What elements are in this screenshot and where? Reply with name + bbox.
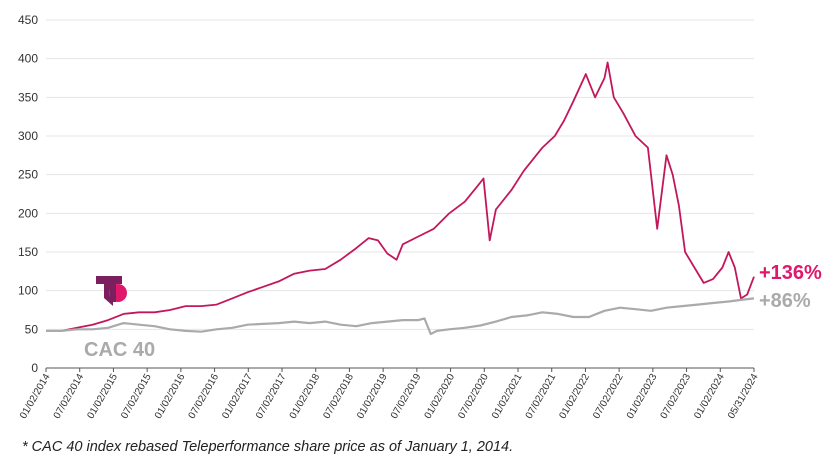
x-tick-label: 01/02/2016 [153, 372, 188, 421]
x-tick-label: 01/02/2019 [355, 372, 390, 421]
x-tick-label: 01/02/2014 [18, 372, 53, 421]
x-tick-label: 01/02/2021 [490, 372, 525, 421]
cac40-end-label: +86% [759, 290, 811, 312]
x-tick-label: 01/02/2015 [85, 372, 120, 421]
cac40-series-line [46, 297, 755, 336]
x-tick-label: 07/02/2014 [52, 372, 87, 421]
grid [46, 19, 754, 369]
x-tick-label: 07/02/2021 [524, 372, 559, 421]
cac40-series-label: CAC 40 [84, 339, 155, 361]
teleperformance-logo-icon [96, 276, 127, 306]
y-tick-label: 300 [18, 129, 38, 143]
y-tick-label: 100 [18, 284, 38, 298]
y-tick-label: 0 [31, 361, 38, 375]
x-tick-label: 01/02/2018 [288, 372, 323, 421]
y-tick-label: 350 [18, 90, 38, 104]
x-tick-label: 07/02/2023 [659, 372, 694, 421]
y-tick-label: 150 [18, 245, 38, 259]
x-tick-label: 07/02/2020 [456, 372, 491, 421]
y-tick-label: 50 [25, 322, 39, 336]
x-tick-label: 07/02/2015 [119, 372, 154, 421]
x-tick-label: 07/02/2022 [591, 372, 626, 421]
x-tick-label: 07/02/2017 [254, 372, 289, 421]
series-lines [46, 61, 755, 336]
footnote: * CAC 40 index rebased Teleperformance s… [22, 439, 514, 455]
x-tick-label: 07/02/2018 [321, 372, 356, 421]
x-tick-label: 01/02/2017 [220, 372, 255, 421]
y-tick-label: 450 [18, 13, 38, 27]
y-tick-label: 200 [18, 206, 38, 220]
x-tick-label: 01/02/2024 [692, 372, 727, 421]
x-axis-ticks: 01/02/2014 07/02/2014 01/02/2015 07/02/2015… [18, 368, 761, 421]
x-tick-label: 07/02/2016 [187, 372, 222, 421]
x-tick-label: 01/02/2023 [625, 372, 660, 421]
x-tick-label: 01/02/2020 [423, 372, 458, 421]
y-tick-label: 250 [18, 168, 38, 182]
y-tick-label: 400 [18, 52, 38, 66]
x-tick-label: 05/31/2024 [726, 372, 761, 421]
y-axis-ticks: 0 50 100 150 200 250 300 350 400 450 [18, 13, 38, 375]
teleperformance-end-label: +136% [759, 262, 822, 284]
x-tick-label: 01/02/2022 [557, 372, 592, 421]
x-tick-label: 07/02/2019 [389, 372, 424, 421]
teleperformance-series-line [46, 61, 755, 332]
